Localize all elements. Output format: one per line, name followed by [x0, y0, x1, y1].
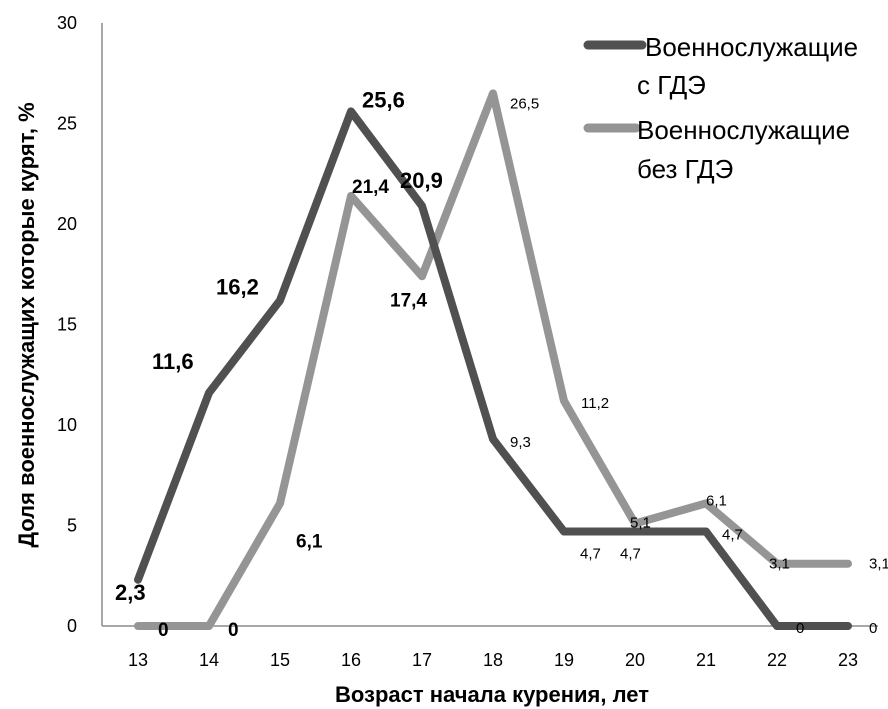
- data-label-series-1: 4,7: [580, 546, 601, 563]
- x-tick-label: 19: [554, 650, 574, 670]
- data-label-series-2: 11,2: [581, 395, 609, 412]
- data-labels: 2,3 11,6 16,2 25,6 20,9 9,3 4,7 4,7 4,7 0 0 0 0 6,1 21…: [115, 87, 888, 641]
- legend-label-series-1-line-2: с ГДЭ: [637, 70, 706, 100]
- x-tick-label: 17: [412, 650, 432, 670]
- x-tick-label: 15: [270, 650, 290, 670]
- series-layer: [134, 89, 852, 630]
- data-label-series-1: 4,7: [722, 527, 743, 544]
- x-tick-label: 16: [341, 650, 361, 670]
- data-label-series-1: 20,9: [400, 168, 443, 193]
- data-label-series-2: 17,4: [390, 290, 427, 311]
- data-label-series-2: 0: [158, 620, 169, 641]
- y-tick-label: 5: [67, 516, 77, 536]
- legend-label-series-1-line-1: Военнослужащие: [645, 32, 858, 62]
- y-tick-label: 15: [57, 315, 77, 335]
- data-label-series-2: 21,4: [352, 177, 389, 198]
- x-tick-label: 14: [199, 650, 219, 670]
- legend-label-series-2-line-1: Военнослужащие: [637, 115, 850, 145]
- data-label-series-1: 4,7: [620, 546, 641, 563]
- y-tick-label: 30: [57, 13, 77, 33]
- y-axis-tick-labels: 0 5 10 15 20 25 30: [57, 13, 77, 636]
- y-tick-label: 20: [57, 214, 77, 234]
- x-tick-label: 23: [838, 650, 858, 670]
- x-tick-label: 18: [483, 650, 503, 670]
- x-axis-tick-labels: 13 14 15 16 17 18 19 20 21 22 23: [128, 650, 858, 670]
- y-tick-label: 10: [57, 415, 77, 435]
- data-label-series-2: 3,1: [869, 556, 888, 573]
- data-label-series-2: 26,5: [510, 95, 539, 112]
- legend: Военнослужащие с ГДЭ Военнослужащие без …: [583, 32, 858, 184]
- x-tick-label: 13: [128, 650, 148, 670]
- data-label-series-1: 0: [869, 620, 877, 637]
- data-label-series-1: 9,3: [510, 434, 531, 451]
- data-label-series-1: 2,3: [115, 580, 146, 605]
- data-label-series-2: 3,1: [769, 556, 790, 573]
- data-label-series-2: 6,1: [296, 531, 323, 552]
- legend-label-series-2-line-2: без ГДЭ: [637, 154, 733, 184]
- y-tick-label: 0: [67, 616, 77, 636]
- x-tick-label: 22: [767, 650, 787, 670]
- y-axis-title: Доля военнослужащих которые курят, %: [14, 102, 39, 547]
- series-line-1: [134, 107, 852, 630]
- data-label-series-1: 0: [796, 620, 804, 637]
- data-label-series-2: 6,1: [706, 492, 727, 509]
- data-label-series-1: 11,6: [152, 349, 194, 374]
- data-label-series-1: 25,6: [362, 87, 405, 112]
- series-line-2: [134, 89, 852, 630]
- data-label-series-1: 16,2: [216, 274, 259, 299]
- y-tick-label: 25: [57, 114, 77, 134]
- x-tick-label: 21: [696, 650, 716, 670]
- x-tick-label: 20: [625, 650, 645, 670]
- data-label-series-2: 0: [228, 620, 239, 641]
- x-axis-title: Возраст начала курения, лет: [335, 682, 649, 707]
- data-label-series-2: 5,1: [630, 514, 651, 531]
